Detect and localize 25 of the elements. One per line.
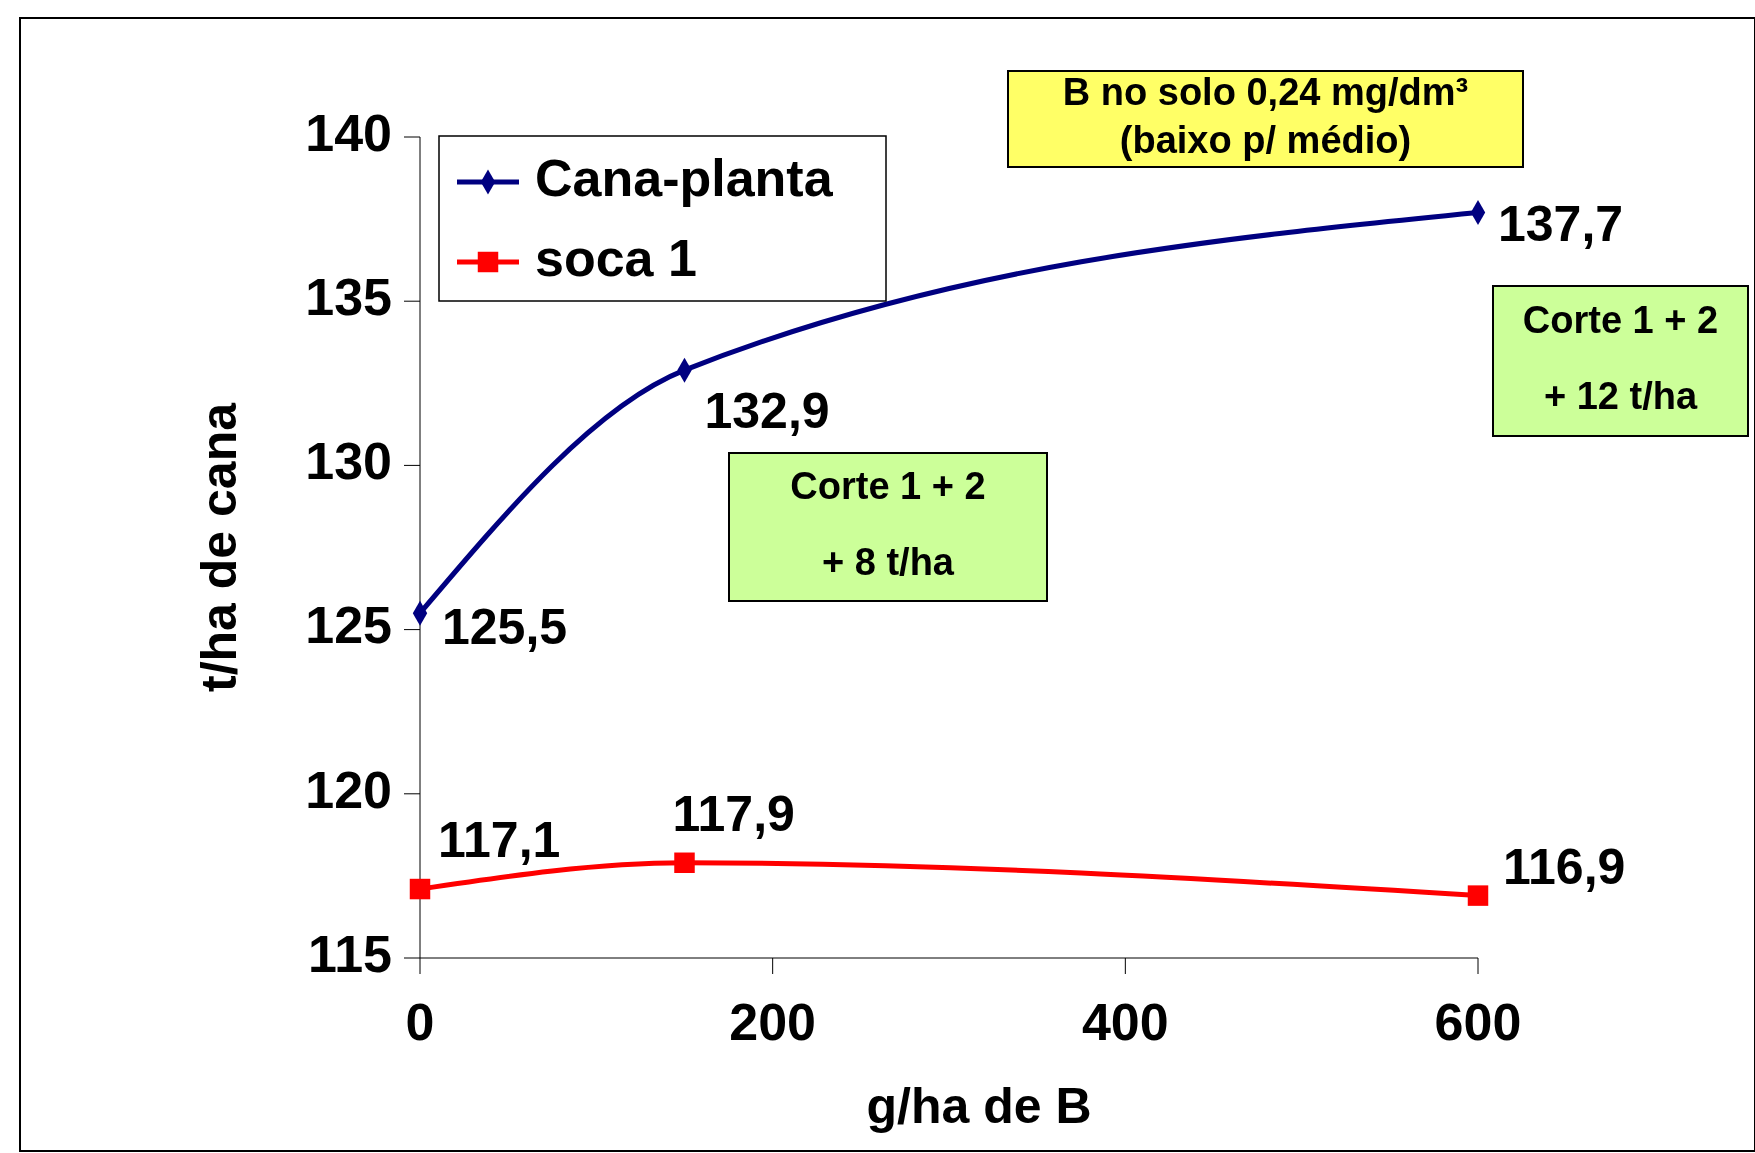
y-axis-title: t/ha de cana	[191, 401, 247, 692]
y-tick-label: 115	[308, 924, 392, 983]
y-tick-label: 130	[305, 432, 392, 491]
data-label: 132,9	[704, 383, 830, 440]
y-tick-label: 120	[305, 760, 392, 819]
data-label: 117,9	[672, 785, 795, 842]
y-tick-label: 125	[305, 596, 392, 655]
annotation: B no solo 0,24 mg/dm³ (baixo p/ médio)	[1062, 71, 1469, 162]
x-tick-label: 200	[729, 993, 817, 1051]
data-label: 137,7	[1498, 195, 1624, 252]
legend-label: soca 1	[535, 228, 697, 287]
x-tick-label: 400	[1081, 993, 1169, 1051]
note-box: Corte 1 + 2 + 8 t/ha	[728, 452, 1048, 602]
data-label: 116,9	[1503, 838, 1626, 895]
note-box: Corte 1 + 2 + 12 t/ha	[1492, 285, 1749, 437]
legend-label: Cana-planta	[535, 148, 834, 207]
x-tick-label: 600	[1434, 993, 1522, 1051]
y-tick-label: 135	[305, 267, 392, 326]
y-tick-label: 140	[305, 103, 392, 162]
note-box: B no solo 0,24 mg/dm³ (baixo p/ médio)	[1007, 70, 1524, 168]
x-axis-title: g/ha de B	[866, 1078, 1092, 1134]
x-tick-label: 0	[405, 993, 435, 1051]
data-label: 117,1	[438, 812, 561, 869]
annotation: Corte 1 + 2 + 8 t/ha	[790, 465, 986, 584]
data-label: 125,5	[442, 599, 568, 656]
